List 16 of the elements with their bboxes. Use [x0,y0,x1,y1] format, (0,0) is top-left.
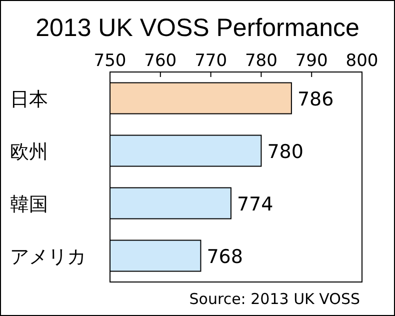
x-tick-label: 770 [194,51,228,71]
x-tick-label: 790 [295,51,328,71]
y-tick-label: アメリカ [10,246,86,268]
y-tick-label: 日本 [10,89,48,110]
data-label: 786 [297,88,334,110]
y-tick-label: 韓国 [10,194,48,216]
data-label: 768 [206,246,243,268]
x-tick-label: 760 [144,51,177,71]
data-label: 774 [236,193,274,216]
chart-title: 2013 UK VOSS Performance [36,14,360,42]
x-tick-label: 750 [94,51,126,71]
x-tick-label: 780 [244,51,278,71]
data-label: 780 [267,140,304,163]
y-tick-label: 欧州 [10,142,48,163]
source-note: Source: 2013 UK VOSS [189,290,360,308]
x-tick-label: 800 [346,51,378,71]
